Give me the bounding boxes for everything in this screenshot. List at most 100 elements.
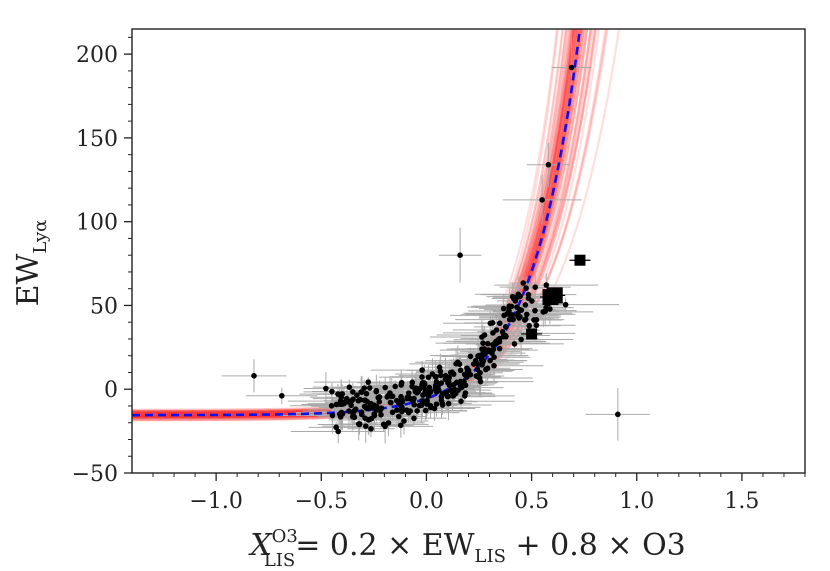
data-point (365, 379, 372, 385)
data-point (344, 399, 350, 405)
data-point (323, 385, 329, 392)
data-point (346, 408, 352, 414)
data-point (491, 362, 497, 369)
data-point (543, 282, 550, 288)
data-point (501, 312, 507, 319)
data-point (398, 396, 405, 403)
data-point (512, 298, 519, 304)
data-point (425, 374, 432, 381)
data-point (438, 372, 444, 379)
data-point (328, 402, 335, 409)
data-point (481, 332, 488, 338)
data-point (545, 161, 552, 168)
x-tick-label: 0.5 (514, 489, 549, 514)
data-point (433, 401, 440, 407)
data-point (464, 372, 471, 378)
data-point (461, 393, 468, 399)
data-point (389, 409, 396, 416)
x-tick-label: 1.0 (619, 489, 654, 514)
data-point (363, 390, 370, 397)
y-tick-label: 50 (90, 294, 118, 319)
data-point (361, 385, 367, 391)
data-point (500, 332, 507, 338)
data-point (520, 280, 527, 286)
data-point (361, 397, 368, 404)
y-tick-label: −50 (72, 462, 118, 487)
fit-sample-curve (132, 29, 572, 418)
highlighted-squares (521, 254, 591, 340)
y-tick-label: 150 (76, 127, 118, 152)
data-point (394, 407, 400, 413)
data-point (414, 408, 420, 414)
data-point (419, 374, 425, 380)
x-tick-label: 1.5 (724, 489, 759, 514)
data-point (531, 317, 537, 323)
data-point (420, 383, 427, 389)
data-point (362, 423, 369, 429)
data-point (568, 64, 575, 71)
data-point (392, 383, 398, 390)
data-point (422, 407, 429, 414)
data-point (251, 373, 257, 379)
data-point (480, 340, 486, 346)
data-point (477, 378, 484, 385)
fit-sample-curve (132, 29, 559, 418)
data-point (356, 421, 363, 428)
data-point (477, 369, 483, 376)
data-point (509, 312, 516, 318)
data-point (526, 322, 533, 329)
data-point (540, 309, 547, 315)
data-points (251, 64, 621, 435)
data-point (346, 384, 353, 390)
highlighted-square (574, 254, 586, 266)
data-point (445, 400, 452, 407)
y-tick-label: 200 (76, 43, 118, 68)
data-point (514, 304, 520, 310)
data-point (467, 353, 474, 360)
data-point (532, 284, 539, 290)
data-point (401, 418, 407, 424)
data-point (369, 404, 376, 411)
data-point (522, 302, 529, 308)
fit-sample-curve (132, 29, 568, 419)
data-point (438, 393, 445, 400)
data-point (458, 398, 464, 405)
plot-frame (131, 28, 806, 474)
data-point (382, 384, 389, 391)
data-point (491, 354, 497, 360)
data-point (615, 411, 621, 418)
data-point (418, 402, 425, 408)
data-point (479, 359, 486, 366)
data-point (490, 330, 496, 336)
data-point (350, 389, 356, 395)
data-point (487, 320, 494, 327)
y-tick-label: 100 (76, 211, 118, 236)
data-point (521, 317, 528, 323)
data-point (415, 388, 421, 395)
data-point (500, 305, 507, 312)
fit-sample-curve (132, 29, 570, 415)
data-point (397, 422, 404, 429)
data-point (409, 379, 416, 386)
data-point (477, 352, 484, 359)
data-point (336, 411, 343, 417)
data-point (378, 411, 384, 418)
data-point (487, 357, 493, 364)
data-point (351, 414, 358, 421)
y-tick-label: 0 (104, 378, 118, 403)
highlighted-square (526, 328, 538, 340)
data-point (410, 398, 416, 404)
data-point (335, 391, 341, 397)
data-point (562, 301, 569, 308)
fit-sample-curve (132, 29, 567, 416)
data-point (533, 322, 540, 329)
data-point (424, 401, 430, 407)
data-point (358, 389, 364, 395)
data-point (377, 407, 383, 414)
data-point (481, 346, 487, 353)
data-point (442, 376, 449, 383)
data-point (532, 307, 538, 314)
data-point (348, 402, 354, 409)
data-point (436, 364, 443, 371)
